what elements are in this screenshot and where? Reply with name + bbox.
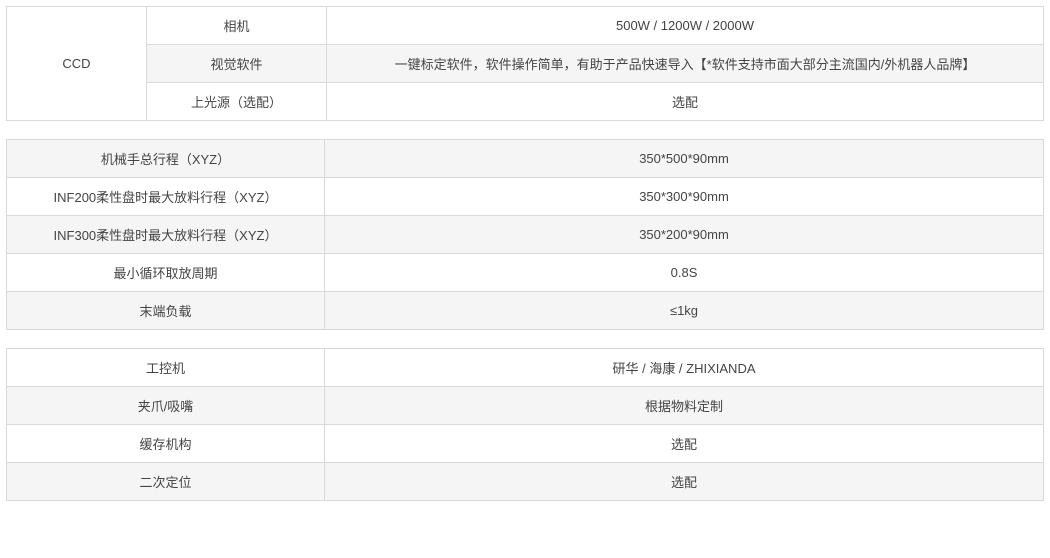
row-label-cell: INF200柔性盘时最大放料行程（XYZ） — [7, 178, 325, 216]
row-value-cell: 0.8S — [325, 254, 1044, 292]
row-value-cell: 根据物料定制 — [325, 387, 1044, 425]
spec-table-ccd: CCD 相机 500W / 1200W / 2000W 视觉软件 一键标定软件，… — [6, 6, 1044, 121]
row-label-cell: 夹爪/吸嘴 — [7, 387, 325, 425]
group-label-cell: CCD — [7, 7, 147, 121]
row-label-cell: INF300柔性盘时最大放料行程（XYZ） — [7, 216, 325, 254]
table-row: 二次定位 选配 — [7, 463, 1044, 501]
table-row: 机械手总行程（XYZ） 350*500*90mm — [7, 140, 1044, 178]
row-value-cell: 350*300*90mm — [325, 178, 1044, 216]
table-body: 机械手总行程（XYZ） 350*500*90mm INF200柔性盘时最大放料行… — [7, 140, 1044, 330]
row-label-cell: 机械手总行程（XYZ） — [7, 140, 325, 178]
row-label-cell: 末端负载 — [7, 292, 325, 330]
table-row: 视觉软件 一键标定软件，软件操作简单，有助于产品快速导入【*软件支持市面大部分主… — [7, 45, 1044, 83]
row-value-cell: 研华 / 海康 / ZHIXIANDA — [325, 349, 1044, 387]
table-body: CCD 相机 500W / 1200W / 2000W 视觉软件 一键标定软件，… — [7, 7, 1044, 121]
spec-table-travel: 机械手总行程（XYZ） 350*500*90mm INF200柔性盘时最大放料行… — [6, 139, 1044, 330]
row-value-cell: 350*500*90mm — [325, 140, 1044, 178]
row-value-cell: 500W / 1200W / 2000W — [327, 7, 1044, 45]
row-label-cell: 上光源（选配） — [147, 83, 327, 121]
row-value-cell: 350*200*90mm — [325, 216, 1044, 254]
spec-table-misc: 工控机 研华 / 海康 / ZHIXIANDA 夹爪/吸嘴 根据物料定制 缓存机… — [6, 348, 1044, 501]
row-value-cell: 一键标定软件，软件操作简单，有助于产品快速导入【*软件支持市面大部分主流国内/外… — [327, 45, 1044, 83]
row-label-cell: 缓存机构 — [7, 425, 325, 463]
table-row: INF300柔性盘时最大放料行程（XYZ） 350*200*90mm — [7, 216, 1044, 254]
row-label-cell: 二次定位 — [7, 463, 325, 501]
table-body: 工控机 研华 / 海康 / ZHIXIANDA 夹爪/吸嘴 根据物料定制 缓存机… — [7, 349, 1044, 501]
table-row: 最小循环取放周期 0.8S — [7, 254, 1044, 292]
table-row: 缓存机构 选配 — [7, 425, 1044, 463]
row-label-cell: 相机 — [147, 7, 327, 45]
row-value-cell: 选配 — [325, 463, 1044, 501]
table-row: 夹爪/吸嘴 根据物料定制 — [7, 387, 1044, 425]
row-value-cell: ≤1kg — [325, 292, 1044, 330]
table-row: 工控机 研华 / 海康 / ZHIXIANDA — [7, 349, 1044, 387]
row-label-cell: 工控机 — [7, 349, 325, 387]
row-value-cell: 选配 — [325, 425, 1044, 463]
table-row: 末端负载 ≤1kg — [7, 292, 1044, 330]
table-row: INF200柔性盘时最大放料行程（XYZ） 350*300*90mm — [7, 178, 1044, 216]
row-label-cell: 视觉软件 — [147, 45, 327, 83]
row-value-cell: 选配 — [327, 83, 1044, 121]
table-row: CCD 相机 500W / 1200W / 2000W — [7, 7, 1044, 45]
table-row: 上光源（选配） 选配 — [7, 83, 1044, 121]
row-label-cell: 最小循环取放周期 — [7, 254, 325, 292]
